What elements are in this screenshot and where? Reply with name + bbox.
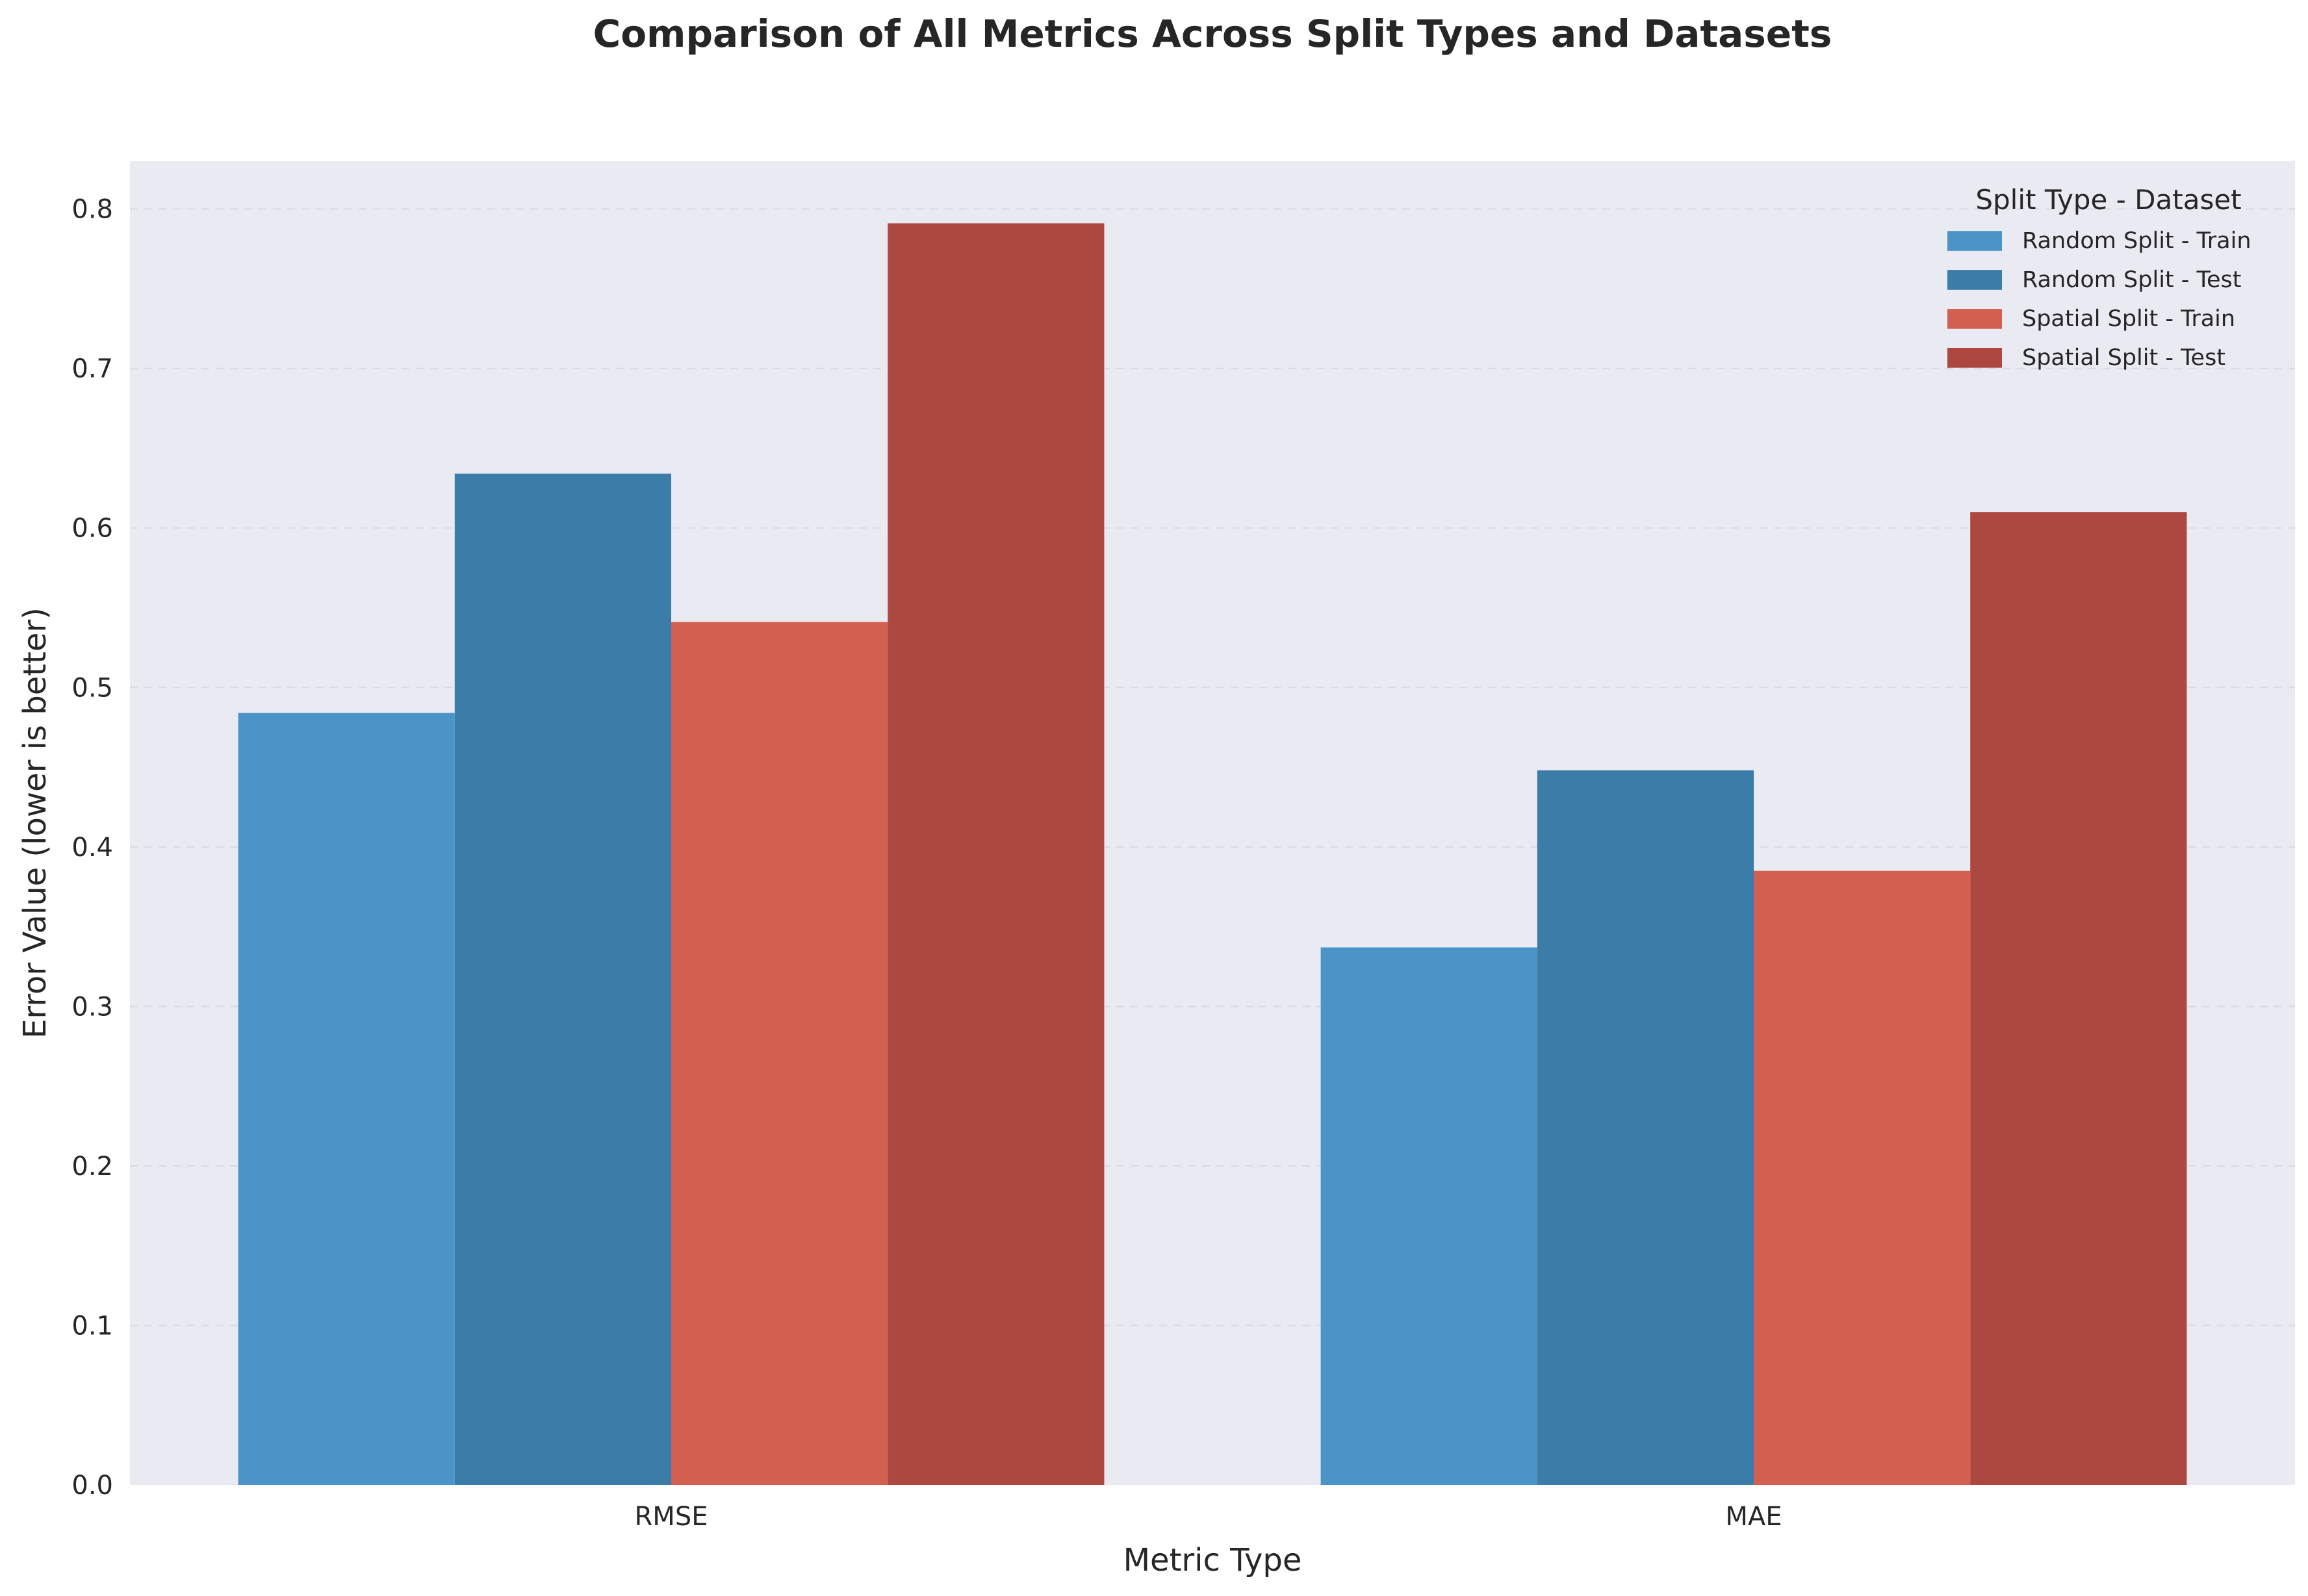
bars xyxy=(238,223,2187,1485)
legend-swatch xyxy=(1947,231,2002,251)
legend-entry: Random Split - Test xyxy=(2022,267,2241,293)
chart-title: Comparison of All Metrics Across Split T… xyxy=(593,12,1832,56)
y-tick-label: 0.1 xyxy=(71,1311,113,1341)
bar-mae-random-split-test xyxy=(1537,770,1754,1485)
x-tick-label: MAE xyxy=(1725,1502,1782,1532)
legend-entry: Spatial Split - Train xyxy=(2022,306,2235,332)
x-axis-label: Metric Type xyxy=(1123,1542,1302,1578)
x-tick-labels: RMSE MAE xyxy=(635,1502,1782,1532)
y-axis-label: Error Value (lower is better) xyxy=(17,607,53,1039)
y-tick-label: 0.0 xyxy=(71,1471,113,1501)
y-tick-label: 0.3 xyxy=(71,992,113,1022)
y-tick-label: 0.4 xyxy=(71,833,113,863)
legend-entry: Spatial Split - Test xyxy=(2022,345,2225,371)
x-tick-label: RMSE xyxy=(635,1502,708,1532)
bar-rmse-random-split-train xyxy=(238,713,455,1485)
y-tick-label: 0.6 xyxy=(71,514,113,544)
y-tick-labels: 0.0 0.1 0.2 0.3 0.4 0.5 0.6 0.7 0.8 xyxy=(71,195,113,1501)
legend-title: Split Type - Dataset xyxy=(1975,184,2241,216)
legend-entry: Random Split - Train xyxy=(2022,228,2251,254)
bar-mae-spatial-split-test xyxy=(1970,512,2187,1485)
y-tick-label: 0.5 xyxy=(71,673,113,703)
bar-rmse-spatial-split-test xyxy=(888,223,1105,1485)
y-tick-label: 0.7 xyxy=(71,354,113,384)
legend-swatch xyxy=(1947,309,2002,329)
bar-rmse-spatial-split-train xyxy=(671,622,888,1485)
bar-rmse-random-split-test xyxy=(454,474,671,1485)
legend-swatch xyxy=(1947,270,2002,290)
legend: Split Type - Dataset Random Split - Trai… xyxy=(1947,184,2251,371)
y-tick-label: 0.8 xyxy=(71,195,113,225)
bar-mae-random-split-train xyxy=(1320,947,1537,1485)
y-tick-label: 0.2 xyxy=(71,1152,113,1182)
legend-swatch xyxy=(1947,348,2002,368)
bar-mae-spatial-split-train xyxy=(1754,870,1971,1485)
